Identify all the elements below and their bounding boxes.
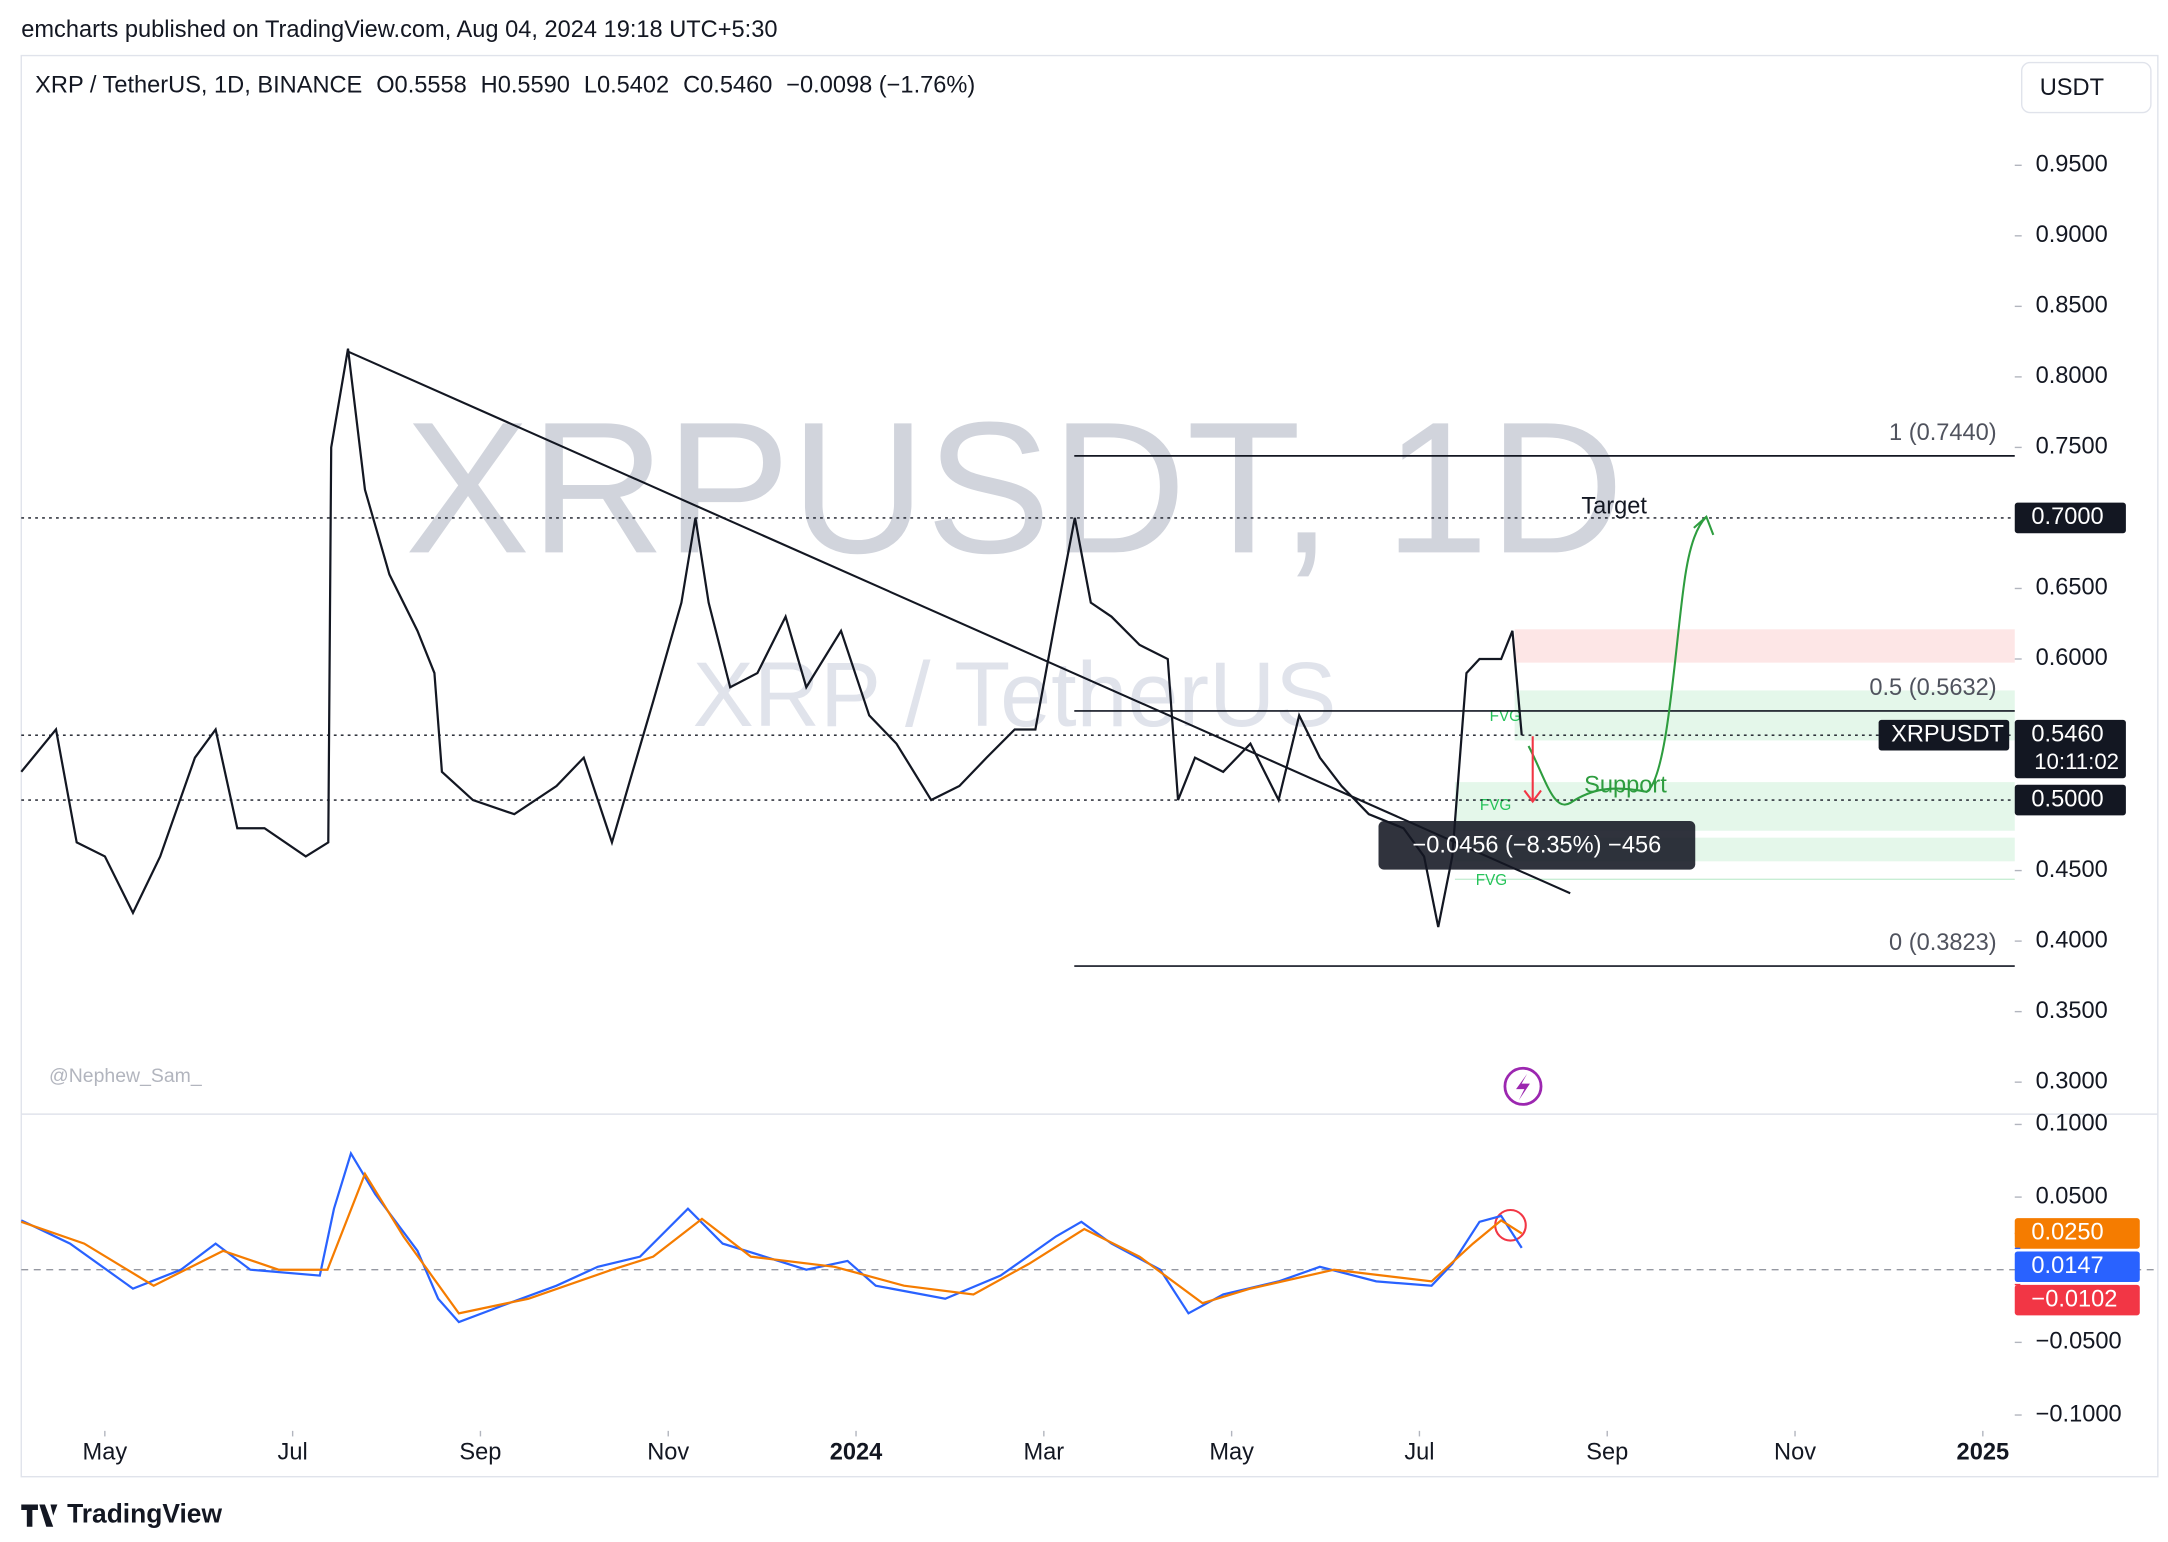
series-line xyxy=(20,1150,1523,1324)
measure-label: −0.0456 (−8.35%) −456 xyxy=(1412,832,1661,858)
y-tick-label: 0.6500 xyxy=(2036,575,2108,601)
y-tick-label: 0.3500 xyxy=(2036,998,2108,1024)
price-tag xyxy=(2014,1284,2140,1316)
y-tick-label: 0.4500 xyxy=(2036,857,2108,883)
price-tag xyxy=(2014,502,2126,534)
x-tick-label: May xyxy=(83,1439,128,1465)
price-tag-label: −0.0102 xyxy=(2031,1286,2117,1312)
x-tick-label: May xyxy=(1209,1439,1254,1465)
symbol-tag-label: XRPUSDT xyxy=(1891,721,2004,747)
y-tick-label: 0.1000 xyxy=(2036,1111,2108,1137)
price-tag-label: 0.5460 xyxy=(2031,721,2103,747)
fib-label: 0 (0.3823) xyxy=(1889,930,1997,956)
publisher-line: emcharts published on TradingView.com, A… xyxy=(21,17,777,43)
symbol-title[interactable]: XRP / TetherUS, 1D, BINANCE xyxy=(35,72,362,98)
x-tick-label: Nov xyxy=(1774,1439,1816,1465)
countdown: 10:11:02 xyxy=(2034,749,2119,774)
ohlc-value: −0.0098 (−1.76%) xyxy=(786,72,975,98)
ohlc-value: O0.5558 xyxy=(376,72,467,98)
brand-name: TradingView xyxy=(67,1499,222,1529)
y-tick-label: 0.9500 xyxy=(2036,152,2108,178)
y-tick-label: 0.3000 xyxy=(2036,1068,2108,1094)
y-tick-label: 0.8000 xyxy=(2036,363,2108,389)
series-line xyxy=(20,348,1523,928)
y-tick-label: −0.1000 xyxy=(2036,1401,2122,1427)
measure-box xyxy=(1378,821,1696,870)
lightning-icon[interactable] xyxy=(1503,1066,1543,1106)
price-tag xyxy=(2014,1218,2140,1249)
y-tick-label: 0.0500 xyxy=(2036,1183,2108,1209)
projection-path xyxy=(1527,516,1708,806)
y-tick-label: 0.8500 xyxy=(2036,293,2108,319)
currency-button[interactable] xyxy=(2021,61,2152,114)
x-tick-label: Sep xyxy=(459,1439,501,1465)
target-label: Target xyxy=(1581,493,1647,519)
ohlc-value: C0.5460 xyxy=(683,72,772,98)
ohlc-value: H0.5590 xyxy=(481,72,570,98)
fib-label: 1 (0.7440) xyxy=(1889,420,1997,446)
x-tick-label: Jul xyxy=(278,1439,308,1465)
ohlc-value: L0.5402 xyxy=(584,72,669,98)
y-tick-label: 0.7500 xyxy=(2036,434,2108,460)
measure-arrowhead xyxy=(1523,789,1542,804)
price-layer: 1 (0.7440) 0.5 (0.5632) 0 (0.3823) xyxy=(20,348,2015,967)
chart-frame xyxy=(20,54,2159,1478)
support-label: Support xyxy=(1584,773,1667,799)
price-tag-label: 0.7000 xyxy=(2031,504,2103,530)
y-tick-label: 0.4000 xyxy=(2036,927,2108,953)
price-tag xyxy=(2014,719,2126,779)
x-tick-label: Jul xyxy=(1404,1439,1434,1465)
x-tick-label: 2024 xyxy=(830,1439,883,1465)
x-tick-label: 2025 xyxy=(1957,1439,2010,1465)
author-tag: @Nephew_Sam_ xyxy=(49,1065,203,1087)
ohlc-legend: O0.5558 H0.5590 L0.5402 C0.5460 −0.0098 (−1.… xyxy=(376,72,975,98)
series-line xyxy=(20,1171,1523,1315)
trendline xyxy=(347,350,1571,895)
y-tick-label: 0.9000 xyxy=(2036,222,2108,248)
symbol-tag xyxy=(1878,719,2010,751)
watermark: XRPUSDT, 1D xyxy=(405,382,1624,592)
y-tick-label: −0.0500 xyxy=(2036,1329,2122,1355)
fvg-label: FVG xyxy=(1490,708,1521,725)
x-tick-label: Nov xyxy=(647,1439,689,1465)
x-tick-label: Sep xyxy=(1586,1439,1628,1465)
price-tag xyxy=(2014,1251,2140,1283)
fvg-label: FVG xyxy=(1480,797,1511,814)
price-tag xyxy=(2014,784,2126,816)
fvg-label: FVG xyxy=(1476,872,1507,889)
currency-label[interactable]: USDT xyxy=(2040,75,2104,101)
brand-logo xyxy=(21,1504,58,1527)
y-tick-label: 0.6000 xyxy=(2036,645,2108,671)
price-tag-label: 0.5000 xyxy=(2031,786,2103,812)
price-tag-label: 0.0147 xyxy=(2031,1253,2103,1279)
supply-zone xyxy=(1514,629,2015,663)
price-tag-label: 0.0250 xyxy=(2031,1220,2103,1246)
fib-label: 0.5 (0.5632) xyxy=(1869,675,1996,701)
lightning-bolt xyxy=(1516,1073,1530,1101)
x-tick-label: Mar xyxy=(1023,1439,1064,1465)
projection-arrowhead xyxy=(1693,515,1715,536)
